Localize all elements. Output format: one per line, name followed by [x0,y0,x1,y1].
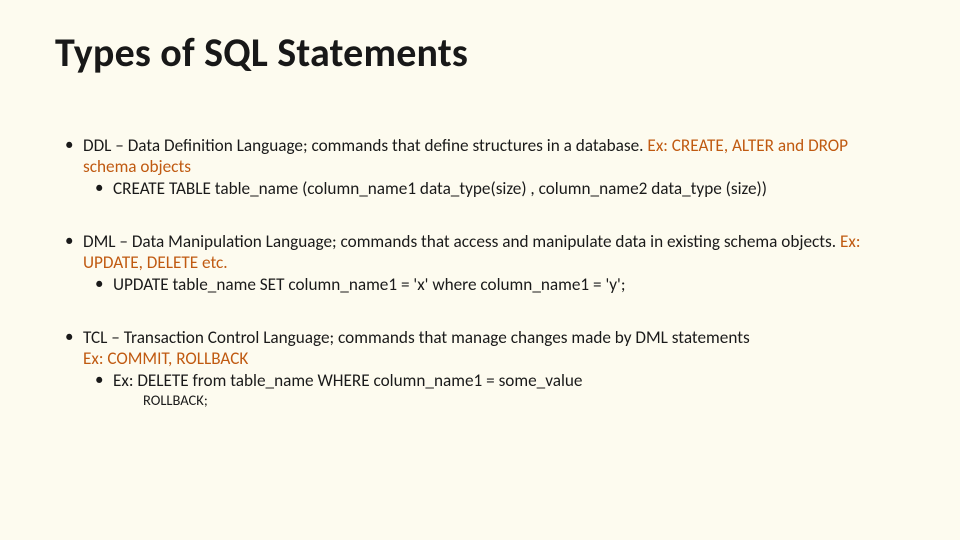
sub-bullet: CREATE TABLE table_name (column_name1 da… [113,178,905,199]
bullet-dml: DML – Data Manipulation Language; comman… [83,231,905,295]
bullet-example: Ex: COMMIT, ROLLBACK [83,348,248,369]
sub-bullet-list: Ex: DELETE from table_name WHERE column_… [83,370,905,391]
bullet-text: DDL – Data Definition Language; commands… [83,135,647,156]
bullet-ddl: DDL – Data Definition Language; commands… [83,135,905,199]
sub-bullet: UPDATE table_name SET column_name1 = 'x'… [113,274,905,295]
rollback-line: ROLLBACK; [83,392,905,410]
bullet-list: DDL – Data Definition Language; commands… [55,135,905,410]
sub-bullet-list: UPDATE table_name SET column_name1 = 'x'… [83,274,905,295]
bullet-text: TCL – Transaction Control Language; comm… [83,327,750,348]
bullet-text: DML – Data Manipulation Language; comman… [83,231,840,252]
slide-title: Types of SQL Statements [55,28,905,77]
sub-bullet-list: CREATE TABLE table_name (column_name1 da… [83,178,905,199]
sub-bullet: Ex: DELETE from table_name WHERE column_… [113,370,905,391]
bullet-tcl: TCL – Transaction Control Language; comm… [83,327,905,410]
slide-body: DDL – Data Definition Language; commands… [55,135,905,410]
